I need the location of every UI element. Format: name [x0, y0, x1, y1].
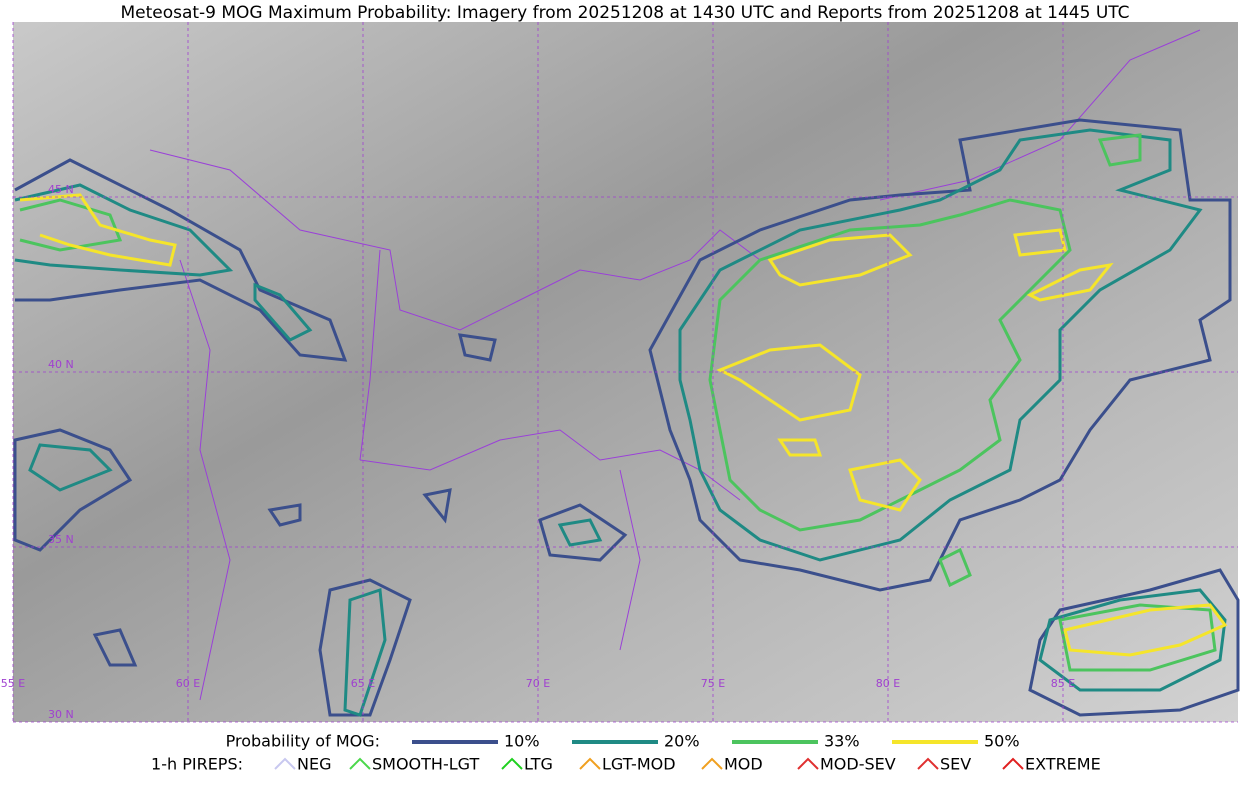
legend-label: LGT-MOD: [602, 755, 676, 774]
legend: Probability of MOG: 1-h PIREPS: 10% 20% 33…: [151, 732, 1101, 774]
legend-title: Probability of MOG:: [226, 732, 380, 751]
pirep-symbol: [917, 757, 939, 770]
pirep-symbol: [579, 757, 601, 770]
contour-50: [19, 193, 1228, 657]
pirep-symbol: [349, 757, 371, 770]
legend-label: MOD: [724, 755, 763, 774]
legend-label: 33%: [824, 732, 860, 751]
legend-label: SEV: [940, 755, 971, 774]
lon-label: 60 E: [176, 677, 200, 690]
contour-33: [19, 133, 1217, 672]
pirep-symbol: [797, 757, 819, 770]
lon-label: 55 E: [1, 677, 25, 690]
title: Meteosat-9 MOG Maximum Probability: Imag…: [120, 3, 1129, 23]
pirep-symbol: [1002, 757, 1024, 770]
legend-label: 50%: [984, 732, 1020, 751]
lat-label: 45 N: [48, 183, 74, 196]
legend-label: 10%: [504, 732, 540, 751]
contour-20: [14, 128, 1227, 717]
lon-label: 75 E: [701, 677, 725, 690]
pirep-symbol: [701, 757, 723, 770]
contour-10: [13, 118, 1240, 717]
lon-label: 70 E: [526, 677, 550, 690]
lon-label: 65 E: [351, 677, 375, 690]
country-border: [149, 29, 1201, 701]
legend-label: MOD-SEV: [820, 755, 896, 774]
legend-title: 1-h PIREPS:: [151, 755, 243, 774]
legend-label: 20%: [664, 732, 700, 751]
lon-label: 85 E: [1051, 677, 1075, 690]
lon-label: 80 E: [876, 677, 900, 690]
legend-label: NEG: [297, 755, 331, 774]
pirep-symbol: [274, 757, 296, 770]
lat-label: 35 N: [48, 533, 74, 546]
pirep-symbol: [501, 757, 523, 770]
map: 45 N 40 N 35 N 30 N 55 E 60 E 65 E 70 E 75 E 80 E…: [1, 22, 1240, 723]
legend-label: EXTREME: [1025, 755, 1101, 774]
lat-label: 40 N: [48, 358, 74, 371]
lat-label: 30 N: [48, 708, 74, 721]
legend-label: SMOOTH-LGT: [372, 755, 479, 774]
legend-label: LTG: [524, 755, 553, 774]
